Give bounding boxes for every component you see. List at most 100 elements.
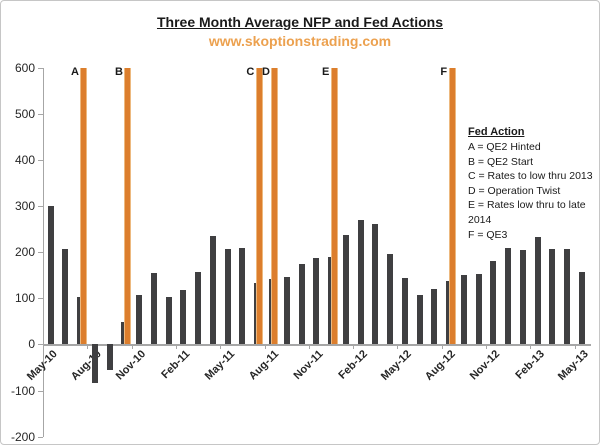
legend-item: C = Rates to low thru 2013 xyxy=(468,170,593,183)
bar xyxy=(564,248,571,345)
y-axis-label: 0 xyxy=(28,337,35,352)
x-axis-label: Feb-13 xyxy=(513,348,547,382)
bar xyxy=(121,322,128,345)
x-axis-tick xyxy=(353,345,355,350)
y-axis-tick xyxy=(37,344,43,346)
bar xyxy=(195,271,202,345)
bar xyxy=(549,249,556,345)
x-axis-tick xyxy=(486,345,487,350)
fed-action-line-F xyxy=(448,67,456,345)
bar xyxy=(387,254,394,345)
bar xyxy=(475,274,482,345)
y-axis-tick xyxy=(37,298,43,300)
y-axis-label: 200 xyxy=(14,245,35,260)
legend-item: F = QE3 xyxy=(468,228,508,241)
y-axis-tick xyxy=(37,206,43,208)
x-axis-label: Feb-12 xyxy=(336,348,370,382)
bar xyxy=(490,261,497,345)
bar xyxy=(136,295,143,345)
y-axis-label: 500 xyxy=(14,106,35,121)
fed-action-label-B: B xyxy=(115,66,123,78)
fed-action-label-C: C xyxy=(246,66,255,78)
y-axis-tick xyxy=(37,159,43,161)
bar xyxy=(505,248,512,345)
legend: Fed Action A = QE2 Hinted B = QE2 Start C … xyxy=(468,125,599,242)
x-axis-label: Aug-11 xyxy=(246,348,282,383)
x-axis-label: Aug-12 xyxy=(423,348,459,383)
fed-action-label-A: A xyxy=(71,66,79,78)
bar xyxy=(519,250,526,345)
legend-items: A = QE2 Hinted B = QE2 Start C = Rates to … xyxy=(468,140,599,242)
x-axis-label: Nov-11 xyxy=(291,348,326,382)
y-axis-tick xyxy=(37,390,43,392)
bar xyxy=(401,277,408,345)
bar xyxy=(91,344,98,383)
y-axis-label: 100 xyxy=(14,291,35,306)
bar xyxy=(342,235,349,345)
x-axis-label: Nov-12 xyxy=(468,348,503,383)
x-axis-label: Aug-10 xyxy=(69,348,104,383)
fed-action-line-B xyxy=(124,67,132,345)
bar xyxy=(77,297,84,345)
legend-item: A = QE2 Hinted xyxy=(468,141,541,153)
y-axis-tick xyxy=(37,436,43,438)
bar xyxy=(431,288,438,345)
fed-action-line-D xyxy=(271,67,279,345)
bar xyxy=(62,249,69,345)
x-axis-label: May-12 xyxy=(379,348,414,383)
x-axis-tick xyxy=(220,345,222,350)
fed-action-label-D: D xyxy=(262,66,270,78)
x-axis-label: Feb-11 xyxy=(159,348,193,382)
x-axis-tick xyxy=(264,345,266,350)
fed-action-label-E: E xyxy=(321,66,330,78)
x-axis-tick xyxy=(131,345,133,350)
y-axis-label: 600 xyxy=(14,60,35,75)
legend-item: B = QE2 Start xyxy=(468,155,534,168)
chart-title: Three Month Average NFP and Fed Actions xyxy=(156,14,443,30)
bar xyxy=(47,206,54,345)
x-axis-line xyxy=(42,344,591,346)
fed-action-label-F: F xyxy=(440,66,448,78)
bar xyxy=(209,236,216,345)
y-axis-tick xyxy=(37,252,43,254)
y-axis-line xyxy=(42,67,44,437)
bar xyxy=(416,295,423,345)
legend-heading: Fed Action xyxy=(468,126,525,138)
y-axis-label: -200 xyxy=(10,429,35,444)
x-axis-label: Nov-10 xyxy=(113,348,149,383)
bar xyxy=(372,224,379,345)
bar xyxy=(180,289,187,345)
legend-item: D = Operation Twist xyxy=(468,184,561,197)
y-axis-tick xyxy=(37,113,43,115)
fed-action-line-C xyxy=(255,67,263,345)
x-axis-tick xyxy=(441,345,443,350)
chart-subtitle: www.skoptionstrading.com xyxy=(208,33,392,49)
x-axis-tick xyxy=(308,345,310,350)
x-axis-label: May-13 xyxy=(556,348,592,383)
x-axis-tick xyxy=(176,345,178,350)
bar xyxy=(150,272,157,345)
bar xyxy=(239,248,246,345)
bar xyxy=(283,276,290,345)
fed-action-line-A xyxy=(80,67,88,345)
y-axis-label: -100 xyxy=(10,383,35,398)
bar xyxy=(224,249,231,345)
x-axis-tick xyxy=(530,345,532,350)
bar xyxy=(106,344,113,371)
x-axis-tick xyxy=(87,345,89,350)
bar xyxy=(298,263,305,345)
bar xyxy=(357,220,364,345)
bar xyxy=(165,297,172,345)
bar xyxy=(460,275,467,345)
bar xyxy=(534,236,541,345)
x-axis-tick xyxy=(397,345,399,350)
bar xyxy=(578,272,585,345)
bar xyxy=(313,257,320,345)
y-axis-tick xyxy=(37,67,43,69)
x-axis-tick xyxy=(43,345,45,350)
legend-item: E = Rates low thru to late 2014 xyxy=(468,199,586,226)
x-axis-label: May-11 xyxy=(202,348,237,383)
x-axis-tick xyxy=(574,345,576,350)
